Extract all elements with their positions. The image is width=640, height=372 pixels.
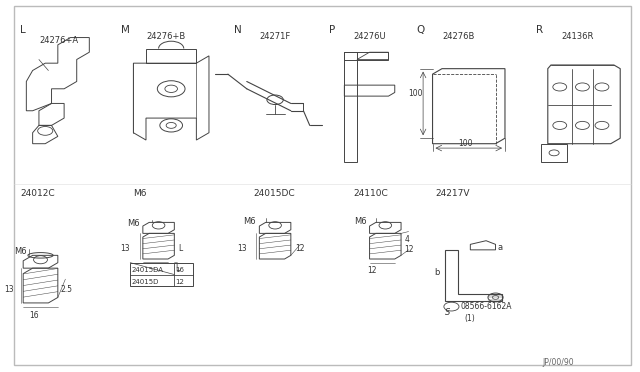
Text: 24276U: 24276U: [354, 32, 387, 41]
Text: L: L: [179, 244, 183, 253]
Text: 08566-6162A: 08566-6162A: [461, 302, 513, 311]
Text: JP/00/90: JP/00/90: [543, 358, 574, 367]
Text: 12: 12: [175, 279, 184, 285]
Text: Q: Q: [417, 25, 425, 35]
Text: M: M: [121, 25, 130, 35]
Text: L: L: [175, 264, 180, 273]
Text: 24012C: 24012C: [20, 189, 54, 198]
Text: S: S: [445, 308, 451, 317]
Text: M6: M6: [133, 189, 147, 198]
Text: 16: 16: [175, 267, 184, 273]
Text: 2.5: 2.5: [61, 285, 73, 294]
Text: (1): (1): [464, 314, 475, 323]
Text: 24136R: 24136R: [562, 32, 594, 41]
Text: 12: 12: [295, 244, 305, 253]
Text: 24217V: 24217V: [436, 189, 470, 198]
Text: P: P: [328, 25, 335, 35]
Text: 12: 12: [404, 245, 413, 254]
Text: 16: 16: [29, 311, 39, 320]
Text: 13: 13: [4, 285, 13, 294]
Text: M6: M6: [127, 219, 140, 228]
Text: 24015DC: 24015DC: [253, 189, 294, 198]
Text: M6: M6: [354, 217, 367, 226]
Text: 24276B: 24276B: [442, 32, 474, 41]
Text: 4: 4: [404, 235, 409, 244]
Text: 13: 13: [237, 244, 247, 253]
Text: 12: 12: [367, 266, 377, 275]
Text: 24015DA: 24015DA: [131, 267, 163, 273]
Text: L: L: [20, 25, 26, 35]
Text: 100: 100: [408, 89, 423, 98]
Text: b: b: [435, 268, 440, 277]
Bar: [131, 263, 193, 286]
Text: N: N: [234, 25, 242, 35]
Text: 24276+A: 24276+A: [39, 36, 78, 45]
Text: 24015D: 24015D: [131, 279, 159, 285]
Text: 24271F: 24271F: [259, 32, 291, 41]
Text: 24276+B: 24276+B: [146, 32, 185, 41]
Text: 24110C: 24110C: [354, 189, 388, 198]
Text: M6: M6: [13, 247, 26, 256]
Text: M6: M6: [244, 217, 256, 226]
Text: R: R: [536, 25, 543, 35]
Text: a: a: [497, 243, 502, 251]
Text: 100: 100: [458, 139, 472, 148]
Text: 13: 13: [120, 244, 131, 253]
